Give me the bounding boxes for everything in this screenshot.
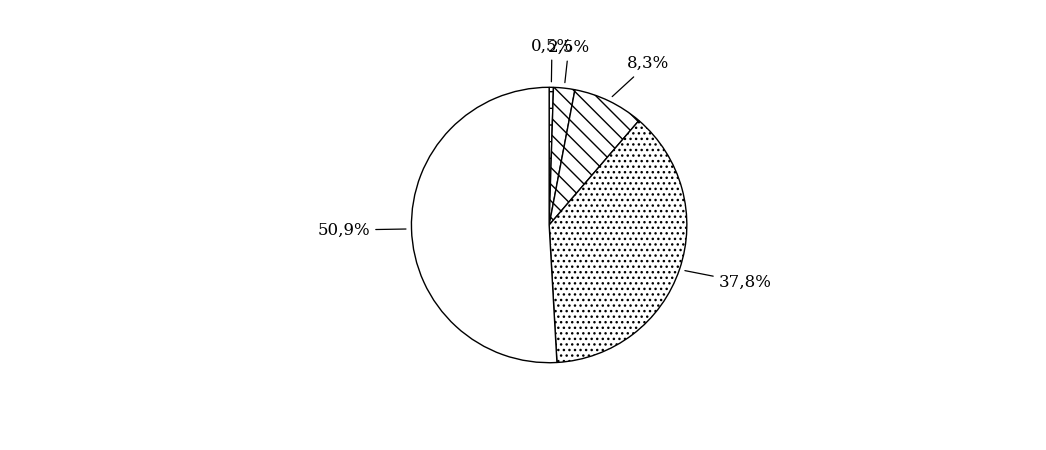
Wedge shape (549, 87, 575, 225)
Text: 0,5%: 0,5% (531, 37, 573, 82)
Text: 8,3%: 8,3% (612, 55, 669, 97)
Wedge shape (549, 87, 553, 225)
Text: 50,9%: 50,9% (318, 221, 406, 239)
Wedge shape (549, 121, 687, 363)
Text: 2,5%: 2,5% (548, 39, 590, 83)
Wedge shape (549, 90, 639, 225)
Wedge shape (411, 87, 556, 363)
Text: 37,8%: 37,8% (685, 270, 772, 291)
